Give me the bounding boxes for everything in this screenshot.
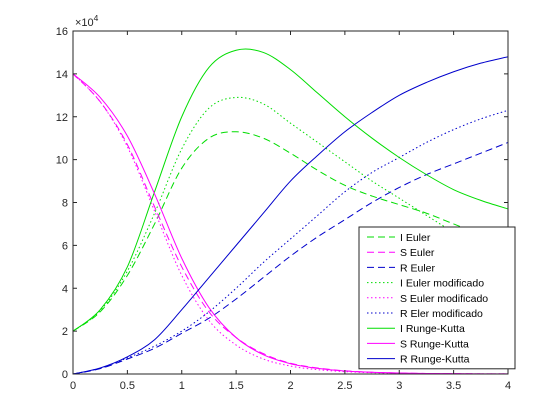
legend-label-2: S Euler: [400, 247, 435, 259]
x-tick-label: 2: [287, 380, 293, 392]
legend: I Euler S Euler R Euler I Euler modificado S…: [358, 226, 516, 370]
x-tick-label: 4: [505, 380, 511, 392]
legend-label-8: S Runge-Kutta: [400, 338, 469, 350]
y-tick-label: 10: [56, 155, 68, 167]
legend-box: [358, 226, 516, 370]
x-tick-label: 0: [70, 380, 76, 392]
series-line-6: [73, 109, 508, 374]
legend-label-1: I Euler: [400, 232, 431, 244]
series-line-5: [73, 73, 508, 374]
series-line-1: [73, 131, 508, 332]
series-line-7: [73, 48, 508, 332]
series-line-4: [73, 96, 508, 332]
y-tick-label: 8: [62, 198, 68, 210]
series-line-3: [73, 142, 508, 374]
legend-label-9: R Runge-Kutta: [400, 354, 470, 366]
x-tick-label: 0.5: [120, 380, 135, 392]
series-line-9: [73, 56, 508, 374]
axes: 0 0.5 1 1.5 2 2.5 3 3.5 4 0 2 4 6 8 10 12 14 16 ×104: [56, 13, 511, 392]
y-tick-label: 4: [62, 283, 68, 295]
x-tick-label: 3.5: [446, 380, 461, 392]
x-tick-label: 1.5: [228, 380, 243, 392]
y-tick-label: 16: [56, 26, 68, 38]
y-exponent-power: 4: [94, 13, 99, 23]
legend-label-4: I Euler modificado: [400, 278, 484, 290]
x-tick-label: 1: [179, 380, 185, 392]
x-tick-label: 3: [396, 380, 402, 392]
y-tick-label: 0: [62, 369, 68, 381]
legend-label-6: R Eler modificado: [400, 308, 483, 320]
y-exponent-label: ×104: [75, 13, 99, 29]
legend-label-7: I Runge-Kutta: [400, 323, 465, 335]
legend-label-3: R Euler: [400, 262, 436, 274]
x-tick-label: 2.5: [337, 380, 352, 392]
y-tick-label: 2: [62, 326, 68, 338]
y-tick-label: 12: [56, 112, 68, 124]
y-tick-label: 14: [56, 69, 68, 81]
legend-label-5: S Euler modificado: [400, 293, 488, 305]
y-tick-label: 6: [62, 240, 68, 252]
